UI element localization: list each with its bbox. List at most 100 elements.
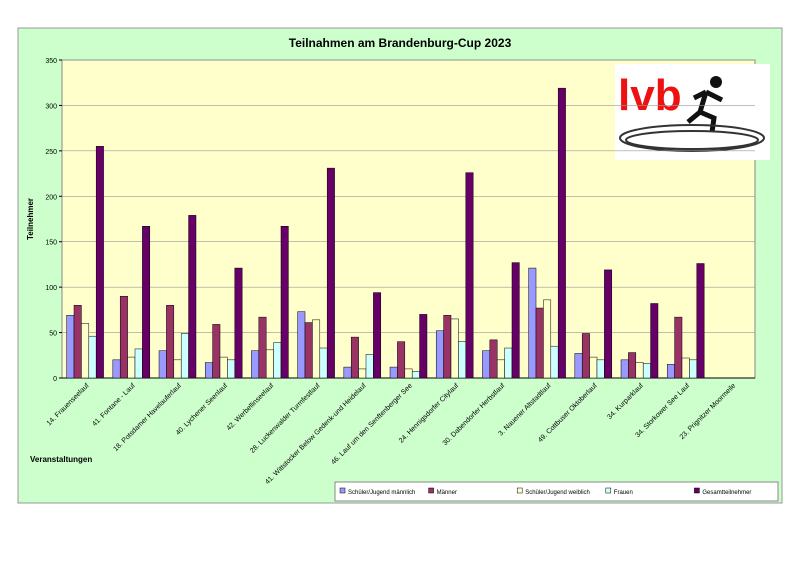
bar <box>173 359 182 379</box>
bar <box>650 303 659 379</box>
bar <box>319 347 328 379</box>
legend-swatch <box>516 487 523 494</box>
bar <box>88 335 97 379</box>
legend-label: Schüler/Jugend männlich <box>348 490 415 496</box>
bar <box>589 356 598 379</box>
bar <box>95 146 104 379</box>
bar <box>219 356 228 379</box>
legend-swatch <box>428 487 434 494</box>
chart-title: Teilnahmen am Brandenburg-Cup 2023 <box>289 36 512 50</box>
logo-text: lvb <box>618 71 682 120</box>
bar <box>134 348 143 379</box>
logo-runner-head <box>710 76 722 88</box>
y-axis-label: Teilnehmer <box>26 198 35 240</box>
bar <box>66 315 75 379</box>
bar <box>596 359 605 379</box>
bar <box>458 341 467 379</box>
bar <box>304 322 313 379</box>
bar <box>628 352 637 379</box>
bar <box>504 347 513 379</box>
logo-bg <box>615 64 770 160</box>
legend-swatch <box>339 487 346 494</box>
logo-track <box>625 130 759 150</box>
x-axis-label: Veranstaltungen <box>30 455 92 464</box>
bar <box>280 226 289 379</box>
bar <box>204 362 213 379</box>
bar <box>234 267 243 379</box>
bar <box>188 215 197 379</box>
legend-label: Frauen <box>614 490 633 496</box>
bar <box>465 172 474 379</box>
bar <box>112 359 121 379</box>
bar <box>389 366 398 379</box>
y-tick-label: 50 <box>49 331 57 338</box>
bar <box>450 318 459 379</box>
bar <box>227 359 236 379</box>
legend-swatch <box>605 487 612 494</box>
y-tick-label: 250 <box>45 149 57 156</box>
bar <box>511 262 520 379</box>
bar <box>326 167 335 379</box>
bar <box>411 371 420 379</box>
bar <box>404 368 413 379</box>
bar <box>365 354 374 379</box>
bar <box>251 350 260 379</box>
logo-runner <box>686 89 724 133</box>
bar <box>681 357 690 379</box>
bar <box>127 356 136 379</box>
bar <box>528 267 537 379</box>
bar <box>350 336 359 379</box>
y-tick-label: 150 <box>45 240 57 247</box>
bar <box>358 368 367 379</box>
bar <box>581 333 590 379</box>
bar <box>489 339 498 379</box>
bar <box>557 87 566 379</box>
logo: lvb <box>615 64 770 160</box>
bar <box>212 324 221 379</box>
legend-label: Gesamtteilnehmer <box>702 490 751 496</box>
bar <box>620 359 629 379</box>
y-tick-label: 200 <box>45 194 57 201</box>
legend-label: Schüler/Jugend weiblich <box>525 490 590 496</box>
bar <box>180 333 189 379</box>
bar <box>166 305 175 379</box>
bar <box>419 314 428 379</box>
bar <box>574 353 583 379</box>
bar <box>119 295 128 379</box>
bar <box>73 305 82 379</box>
bar <box>689 359 698 379</box>
bar <box>642 363 651 379</box>
bar <box>443 315 452 379</box>
bar <box>666 364 675 379</box>
bar <box>397 341 406 379</box>
y-tick-label: 300 <box>45 103 57 110</box>
bar <box>258 316 267 379</box>
bar <box>435 330 444 379</box>
bar <box>482 350 491 379</box>
bar <box>496 359 505 379</box>
y-tick-label: 100 <box>45 285 57 292</box>
legend <box>334 481 779 502</box>
bar <box>81 323 90 379</box>
y-tick-label: 350 <box>45 58 57 65</box>
bar <box>604 269 613 379</box>
bar <box>543 299 552 379</box>
bar <box>273 342 282 379</box>
legend-label: Männer <box>437 490 457 496</box>
bar <box>312 319 321 379</box>
bar <box>674 316 683 379</box>
legend-swatch <box>694 487 700 494</box>
bar <box>343 366 352 379</box>
y-tick-label: 0 <box>53 376 57 383</box>
bar <box>696 263 705 379</box>
bar <box>373 292 382 379</box>
bar <box>297 311 306 379</box>
bar <box>265 349 274 379</box>
bar <box>635 362 644 379</box>
bar <box>550 345 559 379</box>
bar <box>535 307 544 379</box>
bar <box>158 350 167 379</box>
bar <box>142 226 151 379</box>
